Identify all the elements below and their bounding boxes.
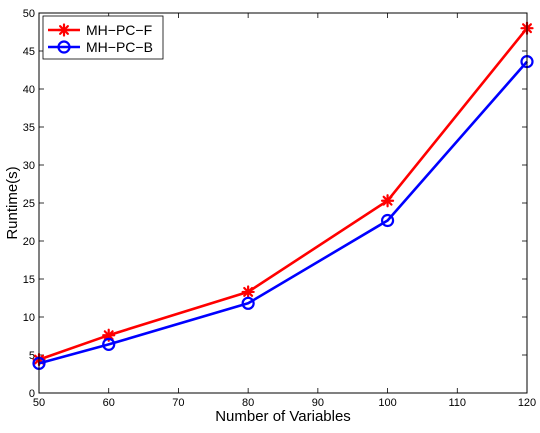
y-tick-label: 15 xyxy=(23,274,35,286)
x-tick-label: 80 xyxy=(242,397,254,409)
axis-ticks: 50 60 70 80 90 100 110 120 0 5 10 15 20 25 30 35 40 45 50 xyxy=(23,8,536,409)
y-tick-label: 0 xyxy=(29,388,35,400)
plot-frame xyxy=(38,12,528,394)
y-tick-label: 30 xyxy=(23,160,35,172)
asterisk-marker xyxy=(241,285,255,299)
circle-marker xyxy=(57,40,71,54)
circle-marker xyxy=(380,213,395,228)
x-tick-label: 100 xyxy=(378,397,396,409)
asterisk-marker xyxy=(57,23,71,37)
y-tick-label: 20 xyxy=(23,236,35,248)
x-tick-label: 110 xyxy=(449,397,467,409)
legend-entry: MH−PC−B xyxy=(48,39,153,55)
x-tick-label: 50 xyxy=(33,397,45,409)
y-tick-label: 35 xyxy=(23,122,35,134)
y-tick-label: 45 xyxy=(23,46,35,58)
legend-entry: MH−PC−F xyxy=(48,22,152,38)
x-axis-label: Number of Variables xyxy=(215,408,351,425)
x-tick-label: 120 xyxy=(518,397,536,409)
y-axis-label: Runtime(s) xyxy=(4,166,21,239)
y-tick-label: 25 xyxy=(23,198,35,210)
asterisk-marker xyxy=(380,194,395,208)
plot-area xyxy=(39,13,527,393)
series-line xyxy=(38,60,528,365)
legend: MH−PC−FMH−PC−B xyxy=(42,15,164,60)
x-tick-label: 90 xyxy=(312,397,324,409)
legend-label: MH−PC−B xyxy=(86,39,153,55)
x-tick-label: 70 xyxy=(172,397,184,409)
y-tick-label: 5 xyxy=(29,350,35,362)
x-tick-label: 60 xyxy=(103,397,115,409)
legend-label: MH−PC−F xyxy=(86,22,152,38)
circle-marker xyxy=(102,337,116,351)
circle-marker xyxy=(241,296,255,310)
y-tick-label: 40 xyxy=(23,84,35,96)
y-tick-label: 10 xyxy=(23,312,35,324)
y-tick-label: 50 xyxy=(23,8,35,20)
